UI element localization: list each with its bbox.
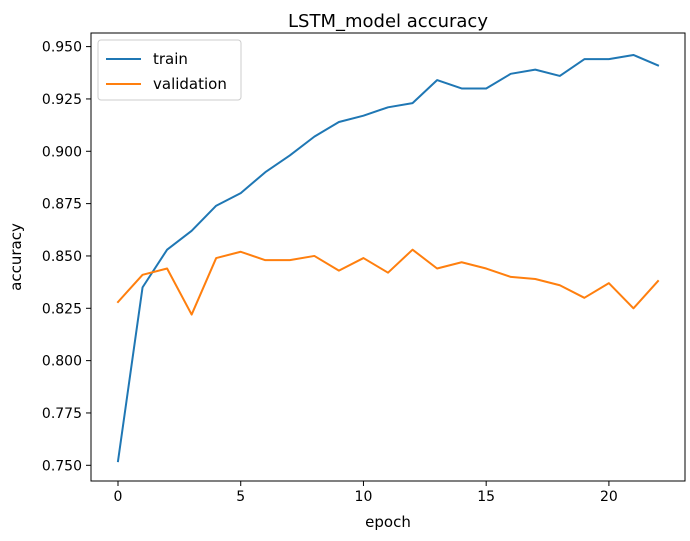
x-tick-label: 5 [236,489,245,505]
legend-label-validation: validation [153,75,227,93]
y-tick-label: 0.875 [42,197,82,213]
chart-title: LSTM_model accuracy [288,11,488,32]
x-tick-label: 20 [600,489,618,505]
y-tick-label: 0.925 [42,92,82,108]
legend-label-train: train [153,50,188,68]
y-axis-label: accuracy [7,223,25,291]
y-tick-label: 0.825 [42,301,82,317]
x-axis: 0 5 10 15 20 [114,481,618,505]
series-line-validation [116,248,660,316]
y-tick-label: 0.850 [42,249,82,265]
legend: train validation [97,39,242,101]
plot-lines [116,53,660,463]
x-axis-label: epoch [365,513,411,531]
series-line-train [116,53,660,463]
y-tick-label: 0.750 [42,458,82,474]
y-axis: 0.750 0.775 0.800 0.825 0.850 0.875 0.900 0.925… [42,40,91,474]
y-tick-label: 0.950 [42,40,82,56]
y-tick-label: 0.800 [42,354,82,370]
x-tick-label: 10 [355,489,373,505]
y-tick-label: 0.900 [42,144,82,160]
x-tick-label: 15 [477,489,495,505]
x-tick-label: 0 [114,489,123,505]
y-tick-label: 0.775 [42,406,82,422]
